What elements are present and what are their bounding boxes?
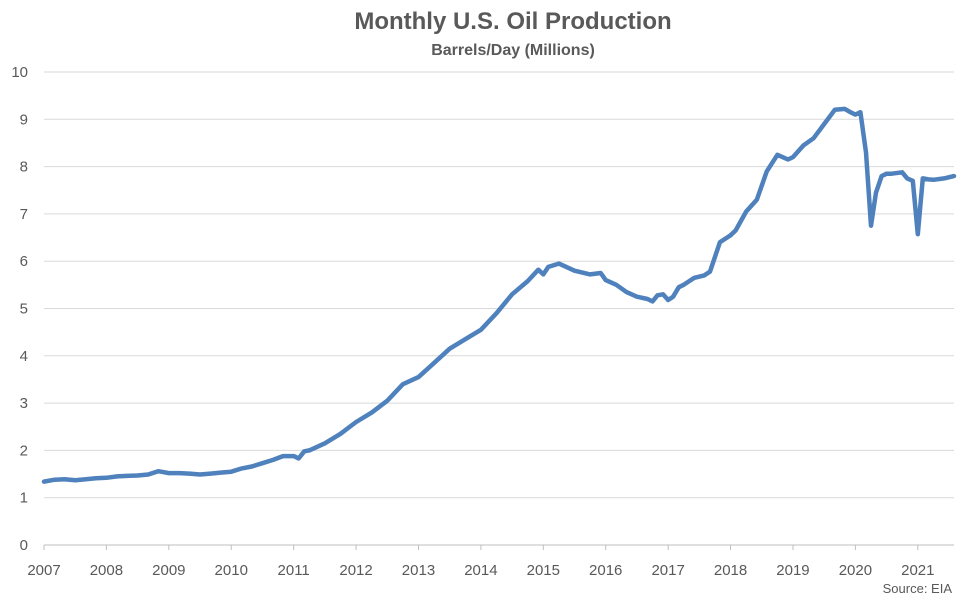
chart-title: Monthly U.S. Oil Production xyxy=(354,8,672,35)
x-tick-label: 2019 xyxy=(776,562,809,579)
x-tick-label: 2013 xyxy=(402,562,435,579)
x-tick-label: 2016 xyxy=(589,562,622,579)
x-tick-label: 2015 xyxy=(527,562,560,579)
y-tick-label: 7 xyxy=(20,206,28,223)
series-line-0 xyxy=(41,106,957,484)
x-tick-label: 2011 xyxy=(278,562,310,579)
chart-subtitle: Barrels/Day (Millions) xyxy=(431,42,595,59)
x-tick-label: 2021 xyxy=(901,562,934,579)
y-tick-label: 5 xyxy=(20,301,28,318)
y-tick-label: 3 xyxy=(20,395,28,412)
x-tick-label: 2012 xyxy=(339,562,372,579)
x-tick-label: 2014 xyxy=(464,562,497,579)
y-tick-label: 8 xyxy=(20,159,28,176)
y-tick-label: 6 xyxy=(20,253,28,270)
y-tick-label: 10 xyxy=(11,64,28,81)
gridlines xyxy=(44,71,954,499)
axes: 0 1 2 3 4 5 6 7 8 9 10 2007 2008 2009 2010 2011 2012 2013… xyxy=(11,64,954,579)
y-tick-label: 2 xyxy=(20,442,28,459)
y-tick-label: 9 xyxy=(20,111,28,128)
y-tick-label: 0 xyxy=(20,537,28,554)
y-tick-label: 4 xyxy=(20,348,28,365)
series-layer xyxy=(41,106,957,484)
source-note: Source: EIA xyxy=(882,581,952,596)
x-tick-label: 2017 xyxy=(651,562,684,579)
x-tick-label: 2020 xyxy=(839,562,872,579)
x-tick-label: 2018 xyxy=(714,562,747,579)
x-tick-label: 2010 xyxy=(215,562,248,579)
x-tick-label: 2007 xyxy=(27,562,60,579)
y-tick-label: 1 xyxy=(20,490,28,507)
x-tick-label: 2009 xyxy=(152,562,185,579)
x-tick-label: 2008 xyxy=(90,562,123,579)
